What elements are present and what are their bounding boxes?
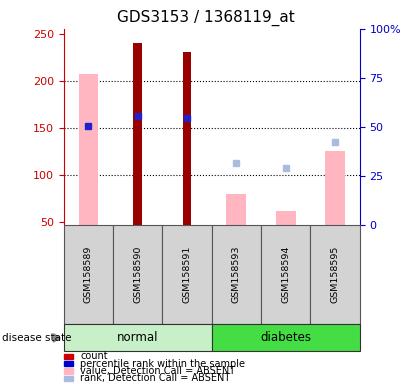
Bar (182, 52, 192, 225)
Text: GSM158593: GSM158593 (232, 246, 241, 303)
Bar (79, 74, 98, 225)
Text: GSM158595: GSM158595 (330, 246, 339, 303)
Text: GSM158591: GSM158591 (182, 246, 192, 303)
Text: value, Detection Call = ABSENT: value, Detection Call = ABSENT (80, 366, 235, 376)
Text: GSM158594: GSM158594 (281, 246, 290, 303)
Text: percentile rank within the sample: percentile rank within the sample (80, 359, 245, 369)
Text: count: count (80, 351, 108, 361)
Bar (325, 151, 345, 225)
Text: rank, Detection Call = ABSENT: rank, Detection Call = ABSENT (80, 373, 231, 383)
Text: GSM158589: GSM158589 (84, 246, 93, 303)
Text: disease state: disease state (2, 333, 72, 343)
Bar (133, 43, 142, 225)
Bar (276, 210, 296, 225)
Bar (226, 194, 246, 225)
Text: normal: normal (117, 331, 158, 344)
Text: GDS3153 / 1368119_at: GDS3153 / 1368119_at (117, 10, 294, 26)
Text: GSM158590: GSM158590 (133, 246, 142, 303)
Text: diabetes: diabetes (260, 331, 311, 344)
